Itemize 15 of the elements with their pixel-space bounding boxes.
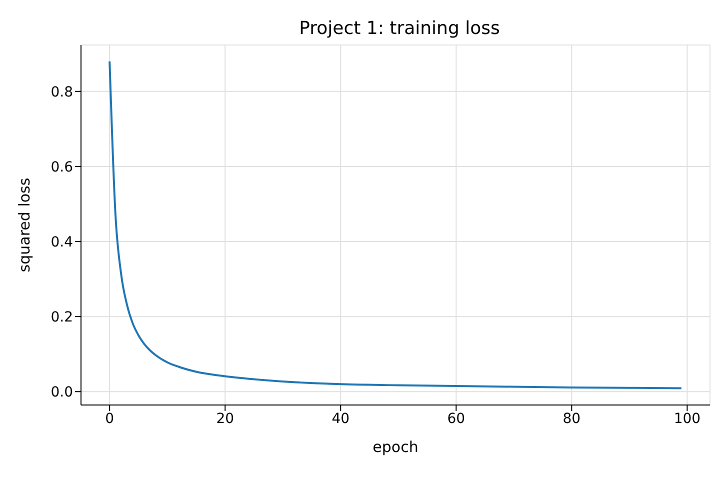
x-tick-label: 0 <box>105 410 114 427</box>
y-axis-title: squared loss <box>15 178 34 272</box>
x-tick-label: 20 <box>216 410 234 427</box>
line-series <box>108 60 682 390</box>
x-tick-label: 60 <box>447 410 466 427</box>
y-tick-label: 0.8 <box>50 84 73 100</box>
x-tick-label: 80 <box>562 410 581 427</box>
chart-title: Project 1: training loss <box>298 18 501 39</box>
x-axis-title: epoch <box>372 438 418 456</box>
x-tick-label: 40 <box>332 410 350 427</box>
x-tick-label: 100 <box>674 410 701 427</box>
y-tick-label: 0.2 <box>50 310 73 326</box>
y-tick-label: 0.4 <box>50 234 74 250</box>
y-tick-label: 0.6 <box>50 159 74 176</box>
y-tick-label: 0.0 <box>50 384 73 401</box>
